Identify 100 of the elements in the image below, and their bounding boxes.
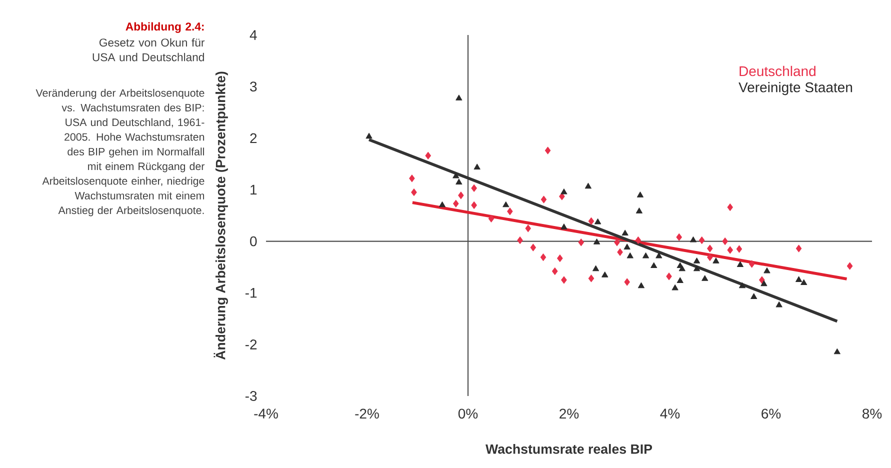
point	[764, 267, 770, 274]
point	[458, 192, 464, 200]
point	[702, 275, 708, 281]
x-tick-label: 0%	[458, 408, 478, 419]
y-tick-label: 4	[250, 30, 257, 40]
point	[588, 274, 594, 282]
point	[584, 182, 592, 189]
text: Deutschland	[740, 66, 816, 76]
point	[624, 278, 630, 286]
y-tick-label: 1	[250, 184, 257, 195]
point	[561, 276, 567, 284]
point	[502, 201, 510, 208]
x-axis-title: Wachstumsrate reales BIP	[486, 444, 652, 454]
x-tick-label: 2%	[560, 408, 579, 419]
point	[738, 282, 746, 288]
point	[456, 94, 462, 100]
point	[642, 252, 650, 258]
point	[796, 244, 802, 252]
text: Vereinigte Staaten	[738, 82, 852, 96]
point	[544, 146, 551, 154]
y-tick-label: -1	[245, 288, 257, 298]
point	[678, 265, 686, 272]
point	[425, 152, 431, 160]
point	[517, 236, 523, 244]
y-tick-label: 0	[250, 236, 257, 246]
y-tick-label: -2	[245, 340, 257, 350]
point	[594, 218, 602, 224]
point	[694, 265, 700, 272]
point	[707, 254, 713, 262]
point	[540, 196, 547, 204]
point	[530, 244, 536, 252]
point	[650, 262, 658, 268]
point	[736, 261, 744, 268]
point	[557, 254, 563, 262]
point	[834, 348, 840, 354]
point	[638, 282, 644, 288]
point	[624, 244, 630, 250]
point	[776, 301, 782, 308]
point	[366, 132, 372, 139]
point	[698, 236, 705, 244]
point	[488, 214, 494, 222]
point	[727, 204, 733, 211]
point	[759, 276, 765, 284]
y-axis-title: Änderung Arbeitslosenquote (Prozentpunkte)	[214, 72, 228, 360]
point	[594, 238, 600, 244]
point	[588, 217, 594, 225]
x-tick-label: 8%	[862, 408, 882, 419]
x-tick-label: -2%	[355, 408, 379, 419]
point	[525, 224, 531, 232]
x-tick-label: -4%	[254, 408, 278, 419]
point	[559, 192, 565, 200]
point	[846, 262, 853, 270]
point	[452, 172, 460, 178]
point	[666, 272, 672, 280]
point	[727, 246, 733, 254]
point	[690, 236, 697, 242]
point	[578, 238, 584, 246]
point	[676, 233, 682, 241]
text: Abbildung 2.4:	[126, 22, 204, 33]
point	[636, 208, 642, 214]
point	[712, 258, 720, 264]
point	[656, 252, 662, 258]
point	[592, 265, 600, 272]
point	[453, 200, 459, 208]
y-tick-label: -3	[245, 391, 257, 401]
point	[552, 267, 558, 275]
text: Veränderung der Arbeitslosenquote vs. Wachstumsraten des BIP: USA und Deutschland, 1961-2005. Hohe Wachstumsraten des BIP gehen im Normalfall mit einem Rückgang der Arbeitslosenquote einher, niedrige Wachstumsraten mit einem Anstieg der Arbeitslosenquote.	[36, 88, 205, 216]
text: Gesetz von Okun für USA und Deutschland	[92, 38, 205, 62]
point	[560, 188, 568, 194]
y-tick-label: 2	[250, 133, 257, 144]
point	[456, 178, 462, 184]
point	[409, 174, 415, 182]
point	[722, 238, 728, 246]
point	[617, 248, 623, 256]
point	[707, 244, 713, 252]
point	[474, 164, 480, 170]
point	[471, 184, 477, 192]
point	[602, 272, 608, 278]
point	[750, 293, 758, 299]
point	[560, 224, 568, 230]
point	[507, 208, 513, 216]
point	[411, 188, 417, 196]
point	[736, 245, 742, 253]
point	[748, 260, 755, 268]
point	[676, 277, 684, 283]
point	[694, 258, 700, 264]
point	[471, 201, 477, 209]
point	[626, 252, 634, 258]
point	[614, 238, 620, 246]
point	[636, 192, 644, 198]
point	[635, 236, 642, 244]
point	[622, 230, 628, 236]
point	[438, 201, 446, 208]
point	[796, 276, 802, 282]
point	[540, 254, 546, 262]
point	[800, 279, 808, 286]
point	[672, 284, 678, 290]
y-tick-label: 3	[250, 82, 257, 92]
point	[760, 280, 768, 286]
x-tick-label: 6%	[762, 408, 781, 419]
